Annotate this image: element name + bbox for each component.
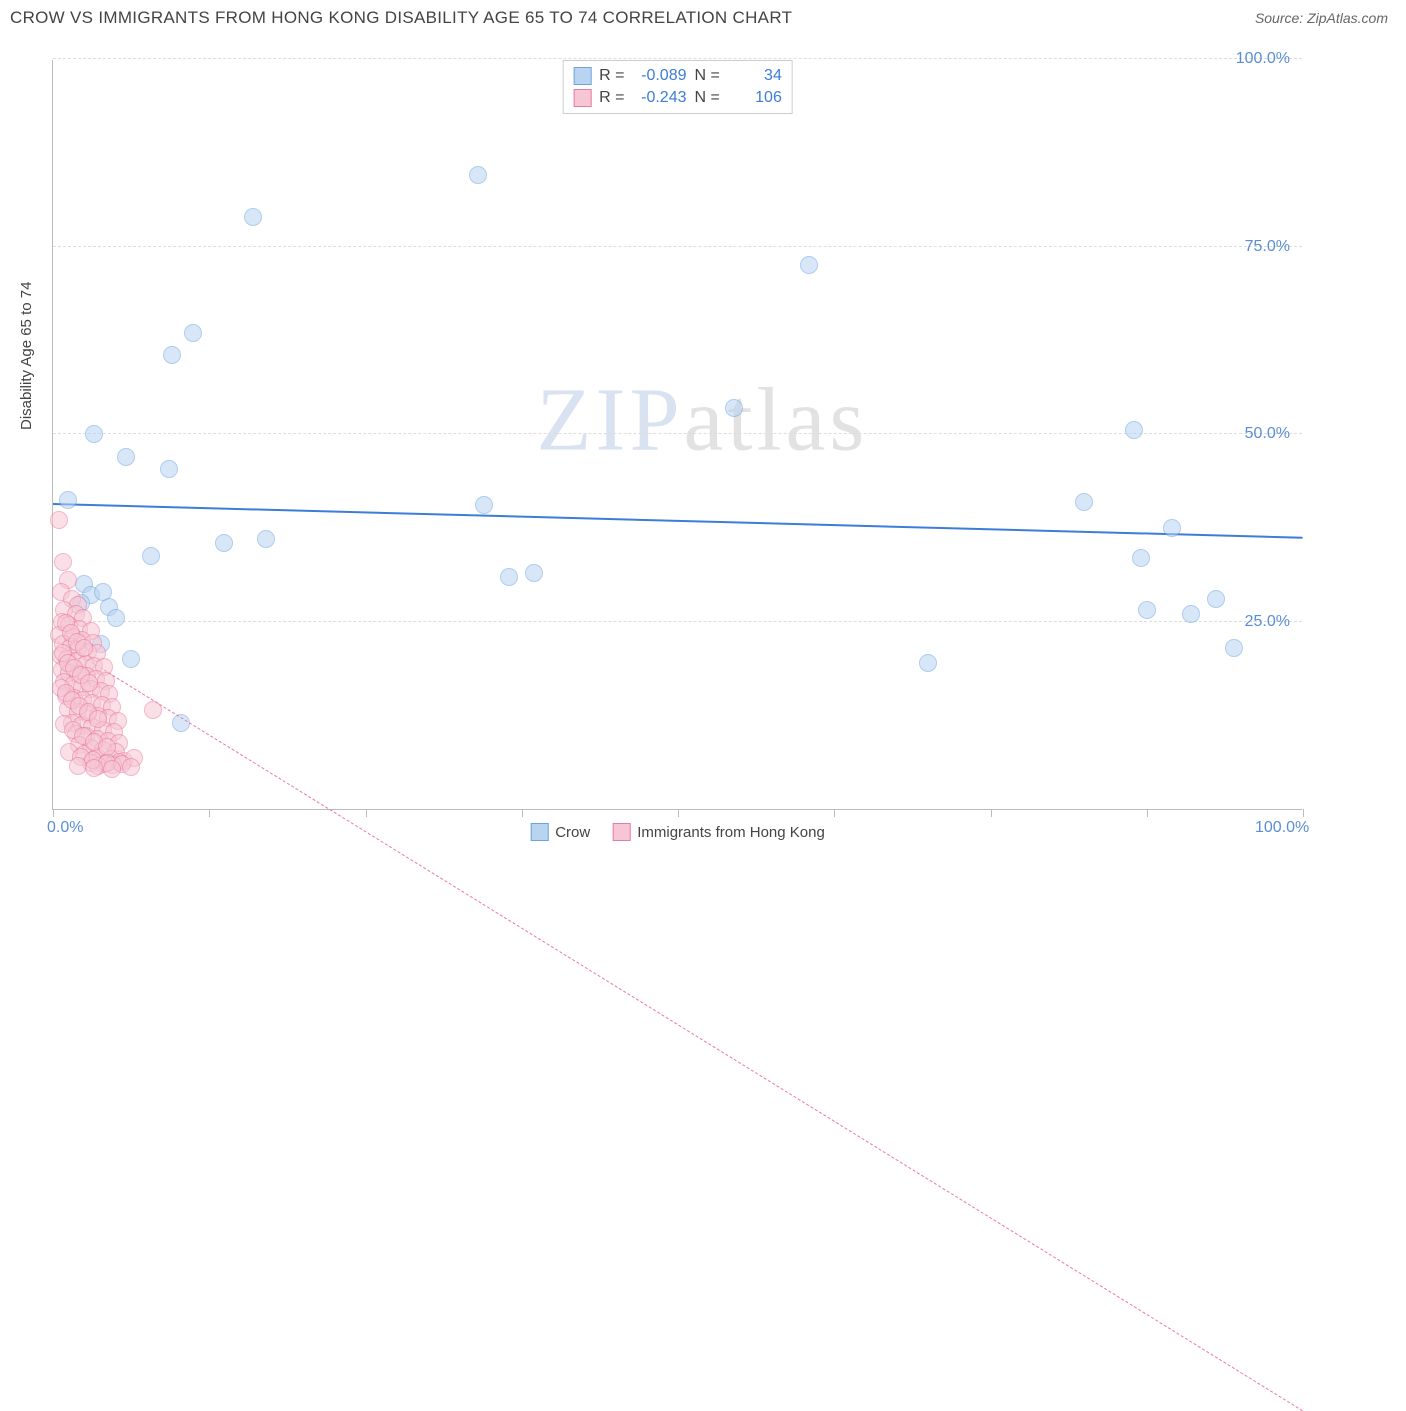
data-point [1182,605,1200,623]
correlation-stats-box: R = -0.089 N = 34 R = -0.243 N = 106 [562,60,793,114]
r-label: R = [599,67,624,85]
data-point [122,650,140,668]
data-point [1138,601,1156,619]
data-point [525,564,543,582]
data-point [122,758,140,776]
gridline [53,621,1302,622]
data-point [98,738,116,756]
data-point [919,654,937,672]
data-point [85,425,103,443]
watermark: ZIPatlas [537,368,869,471]
data-point [1207,590,1225,608]
x-tick [678,809,679,817]
y-tick-label: 100.0% [1236,50,1290,68]
legend-item: Immigrants from Hong Kong [612,823,825,841]
stats-row: R = -0.089 N = 34 [573,65,782,87]
data-point [1125,421,1143,439]
data-point [1132,549,1150,567]
chart-title: CROW VS IMMIGRANTS FROM HONG KONG DISABI… [10,8,792,28]
r-value: -0.089 [633,67,687,85]
data-point [184,324,202,342]
legend-label: Immigrants from Hong Kong [637,824,825,841]
stats-row: R = -0.243 N = 106 [573,87,782,109]
series-swatch [612,823,630,841]
legend-label: Crow [555,824,590,841]
data-point [59,491,77,509]
data-point [103,760,121,778]
n-value: 34 [728,67,782,85]
data-point [725,399,743,417]
trend-line [53,638,1304,1411]
data-point [163,346,181,364]
x-tick-label: 100.0% [1255,819,1309,837]
data-point [800,256,818,274]
data-point [257,530,275,548]
data-point [1163,519,1181,537]
x-tick [834,809,835,817]
y-axis-label: Disability Age 65 to 74 [18,282,35,430]
data-point [1225,639,1243,657]
data-point [54,553,72,571]
data-point [244,208,262,226]
legend: Crow Immigrants from Hong Kong [530,823,825,841]
n-label: N = [695,67,720,85]
data-point [160,460,178,478]
data-point [500,568,518,586]
x-tick [366,809,367,817]
scatter-plot: ZIPatlas R =-0.089N =34R =-0.243N =106 C… [52,60,1302,810]
series-swatch [573,67,591,85]
source-attribution: Source: ZipAtlas.com [1255,10,1388,26]
series-swatch [530,823,548,841]
data-point [94,583,112,601]
r-label: R = [599,89,624,107]
y-tick-label: 75.0% [1245,238,1290,256]
data-point [85,759,103,777]
data-point [215,534,233,552]
n-value: 106 [728,89,782,107]
data-point [80,674,98,692]
n-label: N = [695,89,720,107]
x-tick-label: 0.0% [47,819,83,837]
legend-item: Crow [530,823,590,841]
x-tick [1303,809,1304,817]
y-tick-label: 25.0% [1245,613,1290,631]
data-point [75,639,93,657]
x-tick [53,809,54,817]
data-point [89,710,107,728]
trend-line [53,503,1303,539]
gridline [53,58,1302,59]
y-tick-label: 50.0% [1245,425,1290,443]
data-point [1075,493,1093,511]
data-point [144,701,162,719]
data-point [475,496,493,514]
r-value: -0.243 [633,89,687,107]
gridline [53,246,1302,247]
data-point [142,547,160,565]
x-tick [1147,809,1148,817]
x-tick [522,809,523,817]
data-point [117,448,135,466]
data-point [469,166,487,184]
gridline [53,433,1302,434]
series-swatch [573,89,591,107]
x-tick [209,809,210,817]
x-tick [991,809,992,817]
title-bar: CROW VS IMMIGRANTS FROM HONG KONG DISABI… [0,0,1406,36]
data-point [107,609,125,627]
data-point [50,511,68,529]
